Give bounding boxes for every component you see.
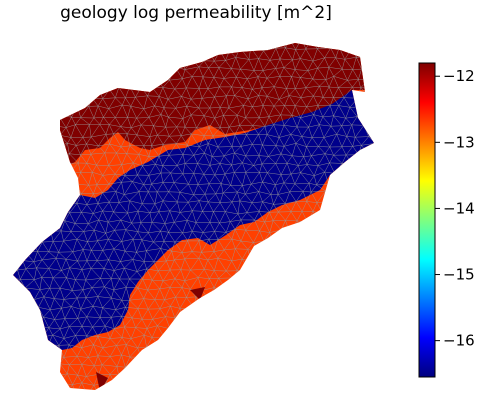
colorbar-tick-label: −15 [443, 266, 475, 284]
chart-title: geology log permeability [m^2] [60, 3, 332, 23]
colorbar-tick-label: −16 [443, 332, 475, 350]
unit-upper-notch [190, 287, 205, 300]
unit-lower-region [13, 90, 374, 350]
permeability-field [13, 43, 374, 390]
colorbar-ticks: −12 −13 −14 −15 −16 [435, 67, 475, 350]
colorbar-gradient [418, 62, 436, 378]
colorbar-tick-label: −14 [443, 199, 475, 217]
colorbar: −12 −13 −14 −15 −16 [418, 62, 475, 378]
colorbar-tick-label: −13 [443, 133, 475, 151]
unit-upper-notch [96, 372, 108, 390]
colorbar-tick-label: −12 [443, 67, 475, 85]
